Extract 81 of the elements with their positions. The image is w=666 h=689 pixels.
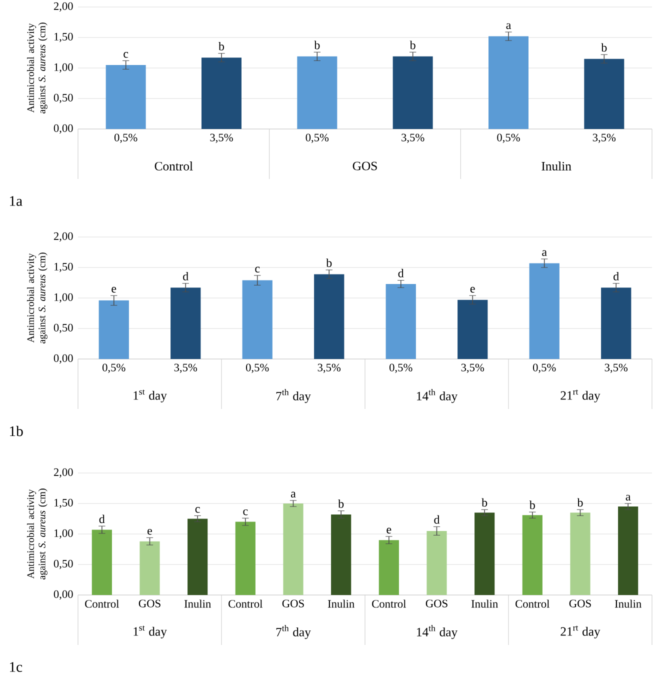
text: Inulin	[542, 162, 572, 170]
x-tick-label: Control	[372, 600, 406, 608]
data-label: c	[124, 52, 128, 58]
data-label: e	[386, 528, 392, 534]
data-label: e	[148, 528, 152, 535]
y-tick-label: 1,00	[54, 63, 73, 73]
text: 14$^{th}$ day	[417, 625, 458, 639]
data-label: b	[601, 43, 607, 52]
x-tick-label: Control	[228, 600, 263, 608]
data-label: d	[183, 272, 188, 280]
x-tick-label: 3,5%	[174, 364, 198, 373]
text: 1$^{st}$ day	[134, 626, 167, 638]
data-label: b	[314, 40, 320, 50]
x-tick-label: 3,5%	[402, 134, 424, 143]
text: 1b	[10, 426, 23, 436]
x-tick-label: 3,5%	[461, 364, 484, 373]
y-tick-label: 1,50	[54, 498, 73, 508]
y-tick-label: 1,50	[54, 262, 73, 272]
x-tick-label: GOS	[282, 600, 304, 608]
x-tick-label: GOS	[138, 600, 160, 608]
data-label: d	[398, 268, 404, 278]
data-label: c	[195, 507, 200, 513]
x-tick-label: 3,5%	[592, 134, 616, 143]
data-label: b	[410, 40, 416, 50]
y-tick-label: 0,50	[54, 94, 73, 104]
data-label: c	[243, 509, 248, 516]
data-label: e	[112, 286, 116, 293]
text: 1a	[10, 196, 22, 206]
y-tick-label: 0,00	[54, 124, 73, 134]
x-tick-label: 0,5%	[533, 364, 556, 373]
text: 7$^{th}$ day	[276, 625, 311, 639]
text: 21$^{rt}$ day	[560, 626, 600, 638]
text: 1$^{st}$ day	[134, 390, 167, 402]
x-tick-label: 0,5%	[246, 364, 269, 373]
text: 7$^{th}$ day	[276, 389, 311, 403]
data-label: c	[255, 266, 260, 272]
data-label: e	[470, 286, 475, 293]
y-tick-label: 2,00	[54, 2, 73, 12]
data-label: b	[529, 500, 535, 510]
data-label: b	[218, 42, 224, 50]
x-tick-label: GOS	[426, 600, 448, 608]
y-tick-label: 1,00	[54, 293, 73, 303]
x-tick-label: Inulin	[184, 600, 211, 608]
data-label: a	[542, 250, 547, 256]
x-tick-label: Control	[85, 600, 120, 608]
y-tick-label: 2,00	[54, 232, 73, 242]
x-tick-label: Control	[516, 600, 550, 608]
x-tick-label: 0,5%	[390, 364, 412, 373]
y-tick-label: 0,00	[54, 354, 73, 364]
y-tick-label: 0,50	[54, 324, 73, 334]
x-tick-label: Inulin	[471, 600, 498, 608]
data-label: a	[506, 23, 511, 30]
y-tick-label: 1,50	[54, 32, 73, 42]
data-label: a	[626, 494, 631, 501]
data-label: a	[291, 492, 296, 498]
data-label: b	[577, 498, 583, 507]
text: 1c	[10, 662, 22, 672]
y-tick-label: 0,00	[54, 590, 73, 600]
x-tick-label: 0,5%	[102, 364, 126, 373]
text: 14$^{th}$ day	[417, 389, 458, 403]
data-label: d	[99, 514, 105, 524]
y-tick-label: 0,50	[54, 560, 73, 570]
data-label: d	[614, 272, 619, 280]
y-tick-label: 2,00	[54, 468, 73, 478]
text: 21$^{rt}$ day	[560, 390, 600, 402]
x-tick-label: 0,5%	[114, 134, 138, 143]
data-label: d	[434, 515, 440, 524]
x-tick-label: 0,5%	[306, 134, 329, 143]
text: GOS	[352, 162, 377, 170]
x-tick-label: 3,5%	[604, 364, 628, 373]
y-tick-label: 1,00	[54, 529, 73, 539]
text: Control	[154, 162, 193, 170]
x-tick-label: 3,5%	[318, 364, 341, 373]
x-tick-label: 0,5%	[497, 134, 520, 143]
data-label: b	[338, 499, 344, 508]
x-tick-label: 3,5%	[210, 134, 233, 143]
x-tick-label: Inulin	[328, 600, 354, 608]
x-tick-label: Inulin	[614, 600, 642, 608]
data-label: b	[482, 498, 488, 507]
x-tick-label: GOS	[569, 600, 591, 608]
data-label: b	[326, 258, 332, 268]
